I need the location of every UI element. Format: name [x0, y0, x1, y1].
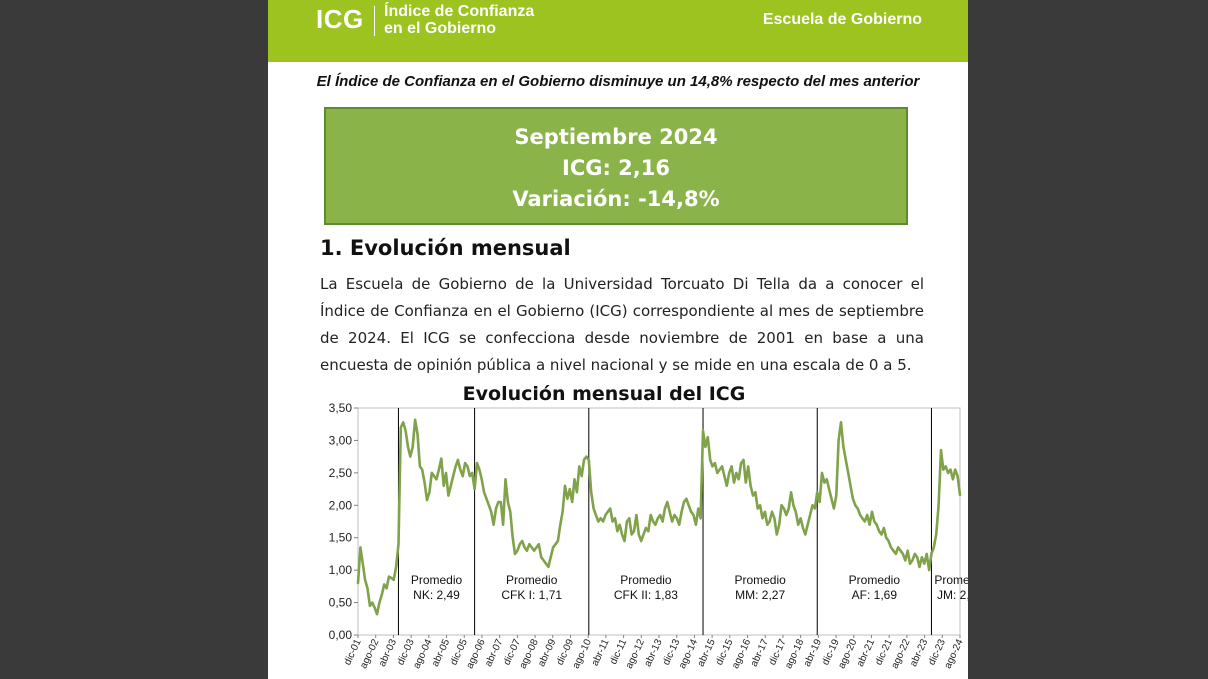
y-tick-label: 3,00	[329, 433, 353, 447]
period-average: NK: 2,49	[413, 588, 460, 602]
x-tick-label: abr-11	[590, 637, 612, 668]
institution-name: Escuela de Gobierno	[762, 11, 922, 28]
icg-series-line	[356, 418, 962, 616]
logo-title: Índice de Confianza en el Gobierno	[384, 3, 534, 37]
summary-month: Septiembre 2024	[514, 125, 718, 149]
icg-line-chart: 0,000,501,001,502,002,503,003,50dic-01ag…	[329, 401, 968, 670]
y-tick-label: 2,50	[329, 466, 353, 480]
period-label: Promedio	[506, 573, 558, 587]
chart-title: Evolución mensual del ICG	[462, 383, 746, 405]
period-label: Promedio	[734, 573, 786, 587]
intro-paragraph: La Escuela de Gobierno de la Universidad…	[320, 275, 924, 374]
period-label: Promedio	[620, 573, 672, 587]
headline: El Índice de Confianza en el Gobierno di…	[316, 73, 920, 90]
y-tick-label: 0,50	[329, 596, 353, 610]
document-page: ICG Índice de Confianza en el Gobierno E…	[268, 0, 968, 679]
header-banner: ICG Índice de Confianza en el Gobierno E…	[268, 0, 968, 62]
section-title: 1. Evolución mensual	[320, 236, 571, 260]
y-tick-label: 0,00	[329, 628, 353, 642]
summary-box: Septiembre 2024 ICG: 2,16 Variación: -14…	[324, 107, 908, 225]
period-average: JM: 2,51	[937, 588, 968, 602]
y-tick-label: 1,00	[329, 563, 353, 577]
period-label: Promedio	[849, 573, 901, 587]
period-label: Promedio	[934, 573, 968, 587]
summary-variation: Variación: -14,8%	[512, 187, 720, 211]
y-tick-label: 2,00	[329, 498, 353, 512]
summary-icg: ICG: 2,16	[562, 156, 670, 180]
y-tick-label: 3,50	[329, 401, 353, 415]
y-tick-label: 1,50	[329, 531, 353, 545]
period-average: CFK I: 1,71	[501, 588, 562, 602]
logo-abbreviation: ICG	[316, 4, 364, 34]
logo-line-1: Índice de Confianza	[384, 3, 535, 20]
period-average: AF: 1,69	[852, 588, 898, 602]
period-average: CFK II: 1,83	[614, 588, 678, 602]
logo-line-2: en el Gobierno	[384, 20, 497, 37]
logo-divider	[374, 6, 375, 36]
period-label: Promedio	[411, 573, 463, 587]
period-average: MM: 2,27	[735, 588, 785, 602]
